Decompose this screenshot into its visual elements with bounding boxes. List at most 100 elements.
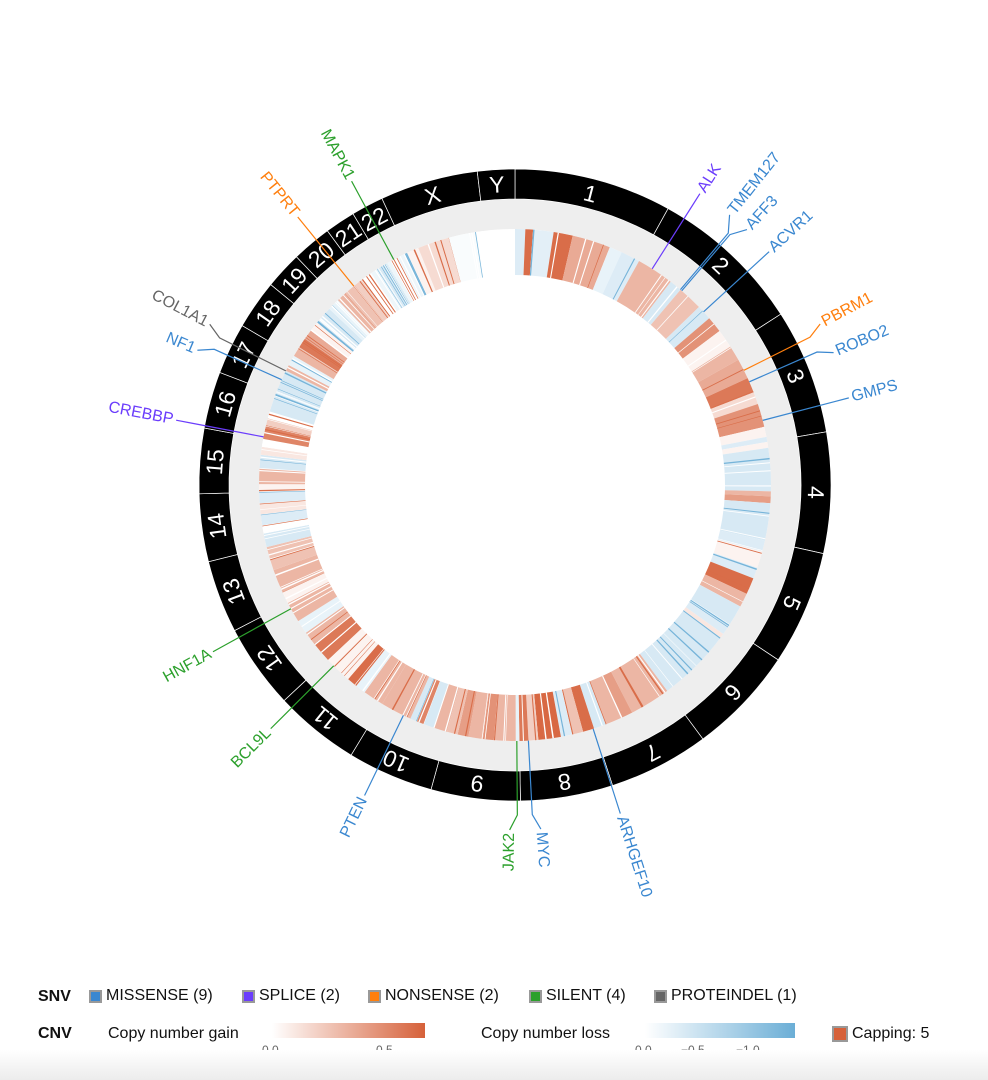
cnv-stripe: [391, 669, 415, 711]
cnv-segment-chr20: [345, 285, 384, 328]
cnv-stripe: [288, 582, 330, 606]
cnv-stripe: [368, 274, 396, 313]
cnv-stripe: [399, 256, 422, 298]
legend-swatch-proteindel: [654, 990, 667, 1003]
cnv-stripe: [656, 295, 689, 331]
cnv-stripe: [651, 643, 683, 680]
chromosome-label-1: 1: [581, 179, 600, 207]
cnv-stripe: [640, 280, 670, 318]
cnv-stripe: [268, 413, 314, 428]
cnv-stripe: [306, 607, 345, 635]
cnv-stripe: [259, 489, 306, 492]
cnv-segment-chr12: [298, 596, 344, 633]
cnv-segment-chrX: [448, 231, 484, 283]
snv-label-pbrm1: PBRM1: [819, 289, 876, 330]
cnv-stripe: [612, 258, 636, 300]
cnv-segment-chr3: [691, 346, 739, 383]
cnv-stripe: [264, 528, 310, 540]
cnv-stripe: [481, 693, 489, 739]
legend-label-silent: SILENT (4): [546, 987, 626, 1004]
cnv-stripe: [324, 312, 360, 345]
cnv-stripe: [353, 286, 383, 323]
cnv-stripe: [586, 682, 603, 726]
cnv-stripe: [475, 232, 483, 278]
cnv-segment-chr11: [327, 628, 379, 680]
cnv-stripe: [259, 500, 306, 505]
cnv-stripe: [302, 341, 341, 369]
cnv-segment-chr1: [515, 229, 526, 276]
chromosome-label-8: 8: [556, 768, 573, 796]
cnv-stripe: [423, 681, 441, 725]
cnv-legend-title: CNV: [38, 1025, 72, 1042]
cnv-stripe: [659, 636, 693, 671]
cnv-stripe: [531, 694, 537, 741]
snv-line-alk: [651, 193, 701, 270]
cnv-segment-chr1: [602, 252, 640, 302]
cnv-segment-chr4: [719, 499, 771, 541]
cnv-segment-chr16: [263, 425, 311, 448]
cnv-stripe: [720, 528, 766, 540]
cnv-stripe: [381, 266, 406, 307]
cnv-stripe: [656, 639, 689, 675]
cnv-stripe: [267, 419, 313, 432]
cnv-segment-chr14: [259, 499, 307, 515]
snv-line-myc: [527, 740, 542, 830]
snv-label-crebbp: CREBBP: [107, 399, 175, 428]
cnv-stripe: [406, 675, 427, 718]
cnv-stripe: [276, 391, 320, 409]
cnv-stripe: [260, 505, 306, 510]
cnv-segment-chr9: [515, 694, 520, 741]
cnv-stripe: [405, 252, 427, 296]
cnv-stripe: [503, 694, 507, 741]
cnv-segment-chr8: [561, 687, 584, 735]
legend-label-nonsense: NONSENSE (2): [385, 987, 499, 1004]
cnv-stripe: [262, 518, 308, 527]
cnv-segment-chr14: [263, 524, 312, 548]
cnv-stripe: [264, 428, 311, 441]
chromosome-label-15: 15: [201, 448, 229, 476]
cnv-segment-chr3: [714, 403, 765, 438]
cnv-segment-chr12: [305, 606, 351, 644]
legend-swatch-silent: [529, 990, 542, 1003]
cnv-stripe: [717, 415, 762, 429]
cnv-stripe: [260, 509, 307, 516]
cnv-stripe: [434, 241, 450, 286]
cnv-stripe: [396, 257, 419, 299]
legend-label-missense: MISSENSE (9): [106, 987, 213, 1004]
cnv-stripe: [320, 621, 357, 653]
cnv-stripe: [378, 268, 404, 308]
cnv-stripe: [335, 302, 369, 336]
cnv-stripe: [712, 396, 756, 414]
cnv-segment-chr4: [722, 441, 769, 455]
chromosome-label-9: 9: [469, 770, 485, 797]
cnv-segment-chr20: [355, 279, 391, 321]
cnv-stripe: [723, 510, 770, 517]
cnv-stripe: [374, 270, 401, 310]
cnv-stripe: [644, 650, 674, 687]
cnv-stripe: [682, 610, 721, 639]
cnv-segment-chr13: [282, 572, 329, 603]
cnv-stripe: [319, 319, 356, 350]
cnv-segment-chr7: [611, 653, 668, 713]
cnv-stripe: [263, 526, 310, 537]
cnv-stripe: [260, 456, 307, 463]
cnv-stripe: [320, 318, 356, 349]
cnv-stripe: [469, 232, 479, 279]
snv-label-hnf1a: HNF1A: [160, 646, 214, 686]
cnv-segment-chr5: [699, 574, 747, 607]
cnv-segment-chr18: [293, 347, 339, 380]
cnv-stripe: [285, 577, 328, 600]
cnv-stripe: [373, 660, 400, 700]
cnv-segment-chr3: [705, 378, 754, 410]
cnv-segment-chr2: [665, 307, 710, 349]
cnv-stripe: [287, 366, 329, 390]
cnv-stripe: [341, 639, 373, 674]
cnv-stripe: [264, 431, 310, 443]
cnv-stripe: [305, 337, 344, 365]
snv-label-nf1: NF1: [163, 329, 198, 356]
cnv-stripe: [715, 410, 761, 425]
cnv-stripe: [310, 329, 349, 359]
loss-gradient-bar: [645, 1023, 795, 1038]
cnv-stripe: [367, 275, 395, 314]
cnv-stripe: [317, 321, 354, 352]
